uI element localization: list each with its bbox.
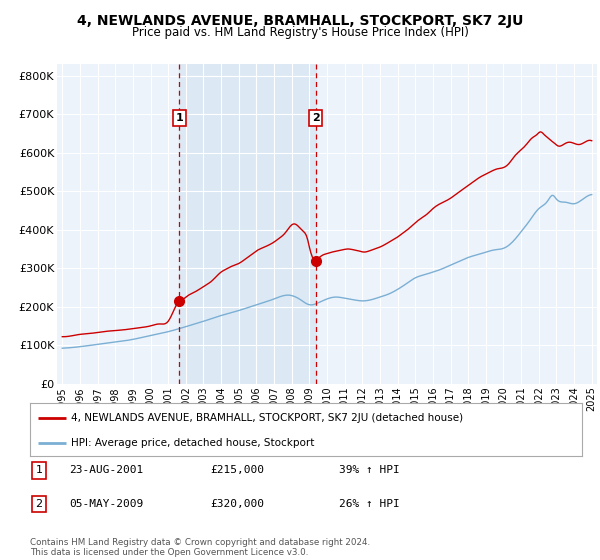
Text: 23-AUG-2001: 23-AUG-2001 (69, 465, 143, 475)
Text: 26% ↑ HPI: 26% ↑ HPI (339, 499, 400, 509)
Text: HPI: Average price, detached house, Stockport: HPI: Average price, detached house, Stoc… (71, 438, 315, 448)
Text: Price paid vs. HM Land Registry's House Price Index (HPI): Price paid vs. HM Land Registry's House … (131, 26, 469, 39)
Text: Contains HM Land Registry data © Crown copyright and database right 2024.
This d: Contains HM Land Registry data © Crown c… (30, 538, 370, 557)
Text: 4, NEWLANDS AVENUE, BRAMHALL, STOCKPORT, SK7 2JU: 4, NEWLANDS AVENUE, BRAMHALL, STOCKPORT,… (77, 14, 523, 28)
Text: 2: 2 (35, 499, 43, 509)
Text: 2: 2 (311, 113, 319, 123)
Text: £320,000: £320,000 (210, 499, 264, 509)
Text: 1: 1 (35, 465, 43, 475)
Bar (179, 64, 316, 384)
Text: £215,000: £215,000 (210, 465, 264, 475)
Text: 39% ↑ HPI: 39% ↑ HPI (339, 465, 400, 475)
Text: 1: 1 (176, 113, 184, 123)
Text: 05-MAY-2009: 05-MAY-2009 (69, 499, 143, 509)
Text: 4, NEWLANDS AVENUE, BRAMHALL, STOCKPORT, SK7 2JU (detached house): 4, NEWLANDS AVENUE, BRAMHALL, STOCKPORT,… (71, 413, 464, 423)
